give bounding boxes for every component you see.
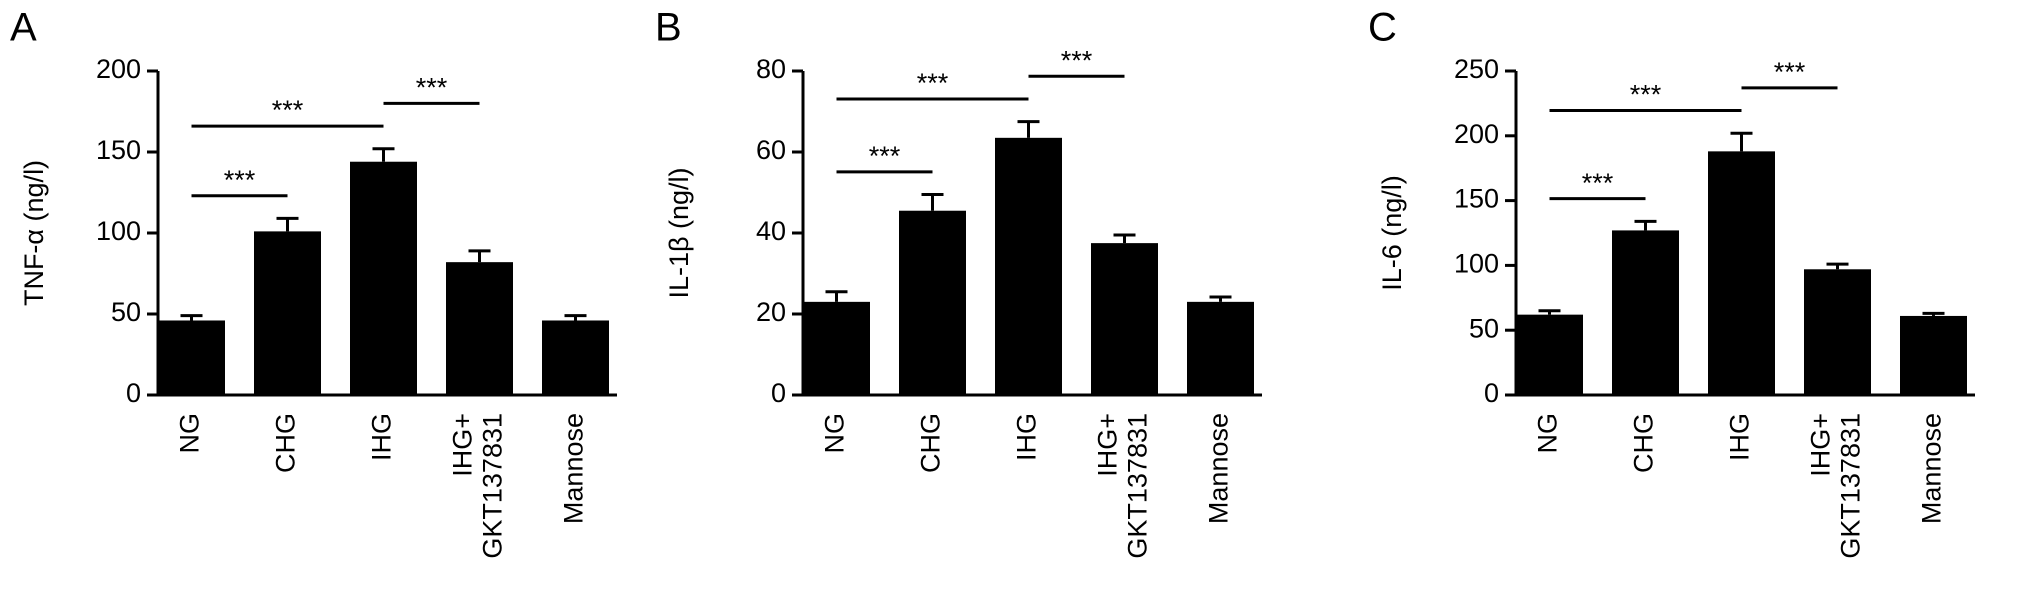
- x-tick-label: IHG+GKT137831: [1806, 413, 1866, 559]
- bar: [1804, 269, 1871, 395]
- y-tick-label: 50: [1469, 313, 1499, 343]
- bar: [899, 210, 966, 395]
- bar: [803, 301, 870, 395]
- x-tick-label: CHG: [1629, 413, 1659, 473]
- significance-label: ***: [224, 165, 256, 195]
- y-tick-label: 60: [756, 135, 786, 165]
- bar: [1187, 301, 1254, 395]
- panel-label: B: [655, 6, 682, 50]
- bar: [1708, 151, 1775, 395]
- y-tick-label: 40: [756, 216, 786, 246]
- bar: [1900, 315, 1967, 395]
- bar: [350, 161, 417, 395]
- significance-label: ***: [1630, 80, 1662, 110]
- bar: [158, 320, 225, 395]
- y-tick-label: 0: [126, 378, 141, 408]
- bar: [995, 137, 1062, 395]
- x-tick-label: IHG+GKT137831: [1093, 413, 1153, 559]
- y-tick-label: 0: [1484, 378, 1499, 408]
- panel-label: A: [10, 6, 37, 50]
- x-tick-label: IHG: [1725, 413, 1755, 461]
- significance-label: ***: [917, 68, 949, 98]
- x-tick-label: NG: [820, 413, 850, 454]
- y-tick-label: 100: [96, 216, 141, 246]
- y-axis-label: TNF-α (ng/l): [19, 160, 49, 306]
- y-tick-label: 250: [1454, 54, 1499, 84]
- x-tick-label: IHG+GKT137831: [448, 413, 508, 559]
- significance-label: ***: [272, 95, 304, 125]
- bar: [446, 262, 513, 395]
- y-tick-label: 200: [96, 54, 141, 84]
- bar: [254, 231, 321, 395]
- y-tick-label: 100: [1454, 249, 1499, 279]
- x-tick-label: CHG: [271, 413, 301, 473]
- y-tick-label: 20: [756, 297, 786, 327]
- y-axis-label: IL-6 (ng/l): [1377, 175, 1407, 291]
- x-tick-label: NG: [175, 413, 205, 454]
- x-tick-label: Mannose: [1917, 413, 1947, 524]
- y-tick-label: 0: [771, 378, 786, 408]
- y-tick-label: 50: [111, 297, 141, 327]
- significance-label: ***: [1774, 57, 1806, 87]
- y-tick-label: 200: [1454, 119, 1499, 149]
- significance-label: ***: [869, 141, 901, 171]
- significance-label: ***: [1061, 45, 1093, 75]
- y-axis-label: IL-1β (ng/l): [664, 167, 694, 298]
- x-tick-label: Mannose: [1204, 413, 1234, 524]
- significance-label: ***: [416, 73, 448, 103]
- y-tick-label: 150: [96, 135, 141, 165]
- x-tick-label: Mannose: [559, 413, 589, 524]
- significance-label: ***: [1582, 168, 1614, 198]
- bar: [1516, 314, 1583, 395]
- x-tick-label: CHG: [916, 413, 946, 473]
- y-tick-label: 150: [1454, 184, 1499, 214]
- y-tick-label: 80: [756, 54, 786, 84]
- bar: [542, 320, 609, 395]
- x-tick-label: NG: [1533, 413, 1563, 454]
- x-tick-label: IHG: [1012, 413, 1042, 461]
- bar: [1612, 230, 1679, 395]
- panel-label: C: [1368, 6, 1397, 50]
- bar: [1091, 243, 1158, 395]
- x-tick-label: IHG: [367, 413, 397, 461]
